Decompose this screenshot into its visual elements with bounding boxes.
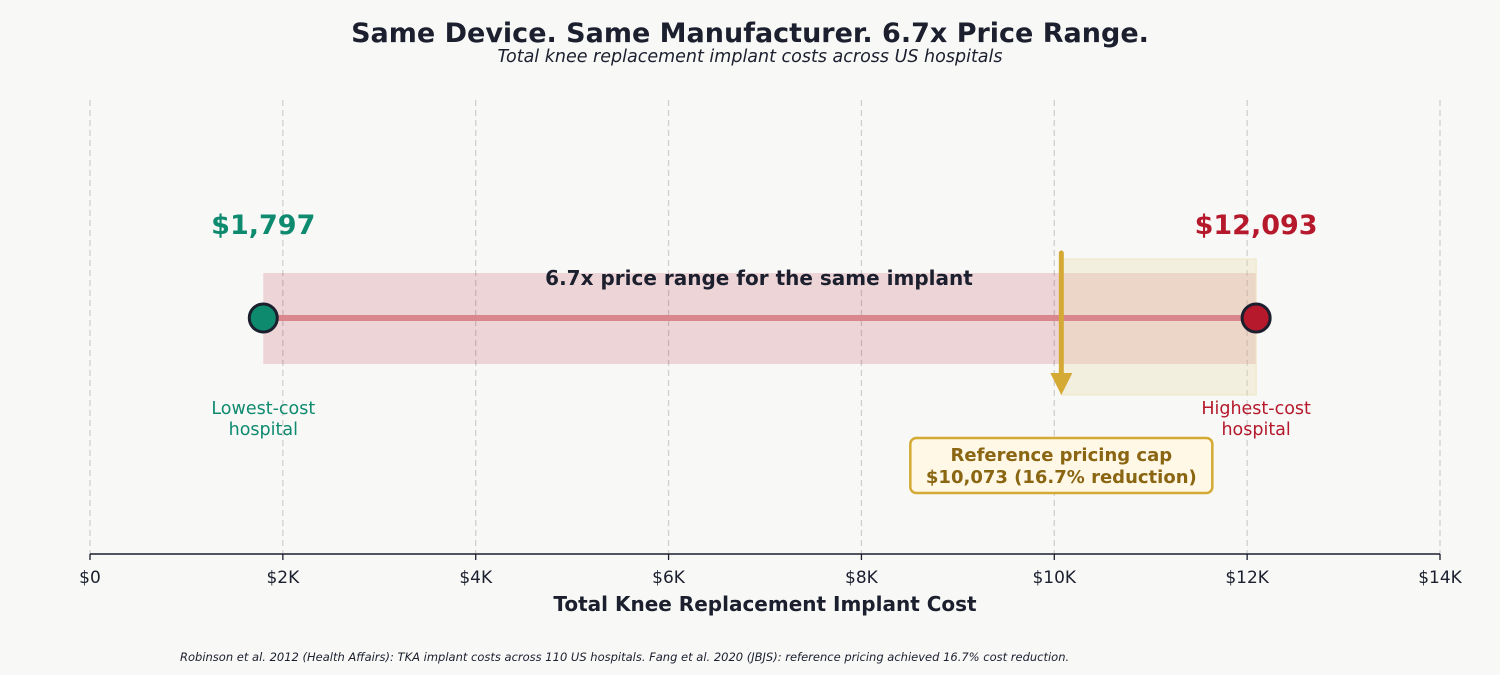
x-axis-label: Total Knee Replacement Implant Cost: [553, 592, 977, 616]
x-tick-label: $8K: [845, 568, 879, 588]
range-label: 6.7x price range for the same implant: [545, 266, 973, 290]
low-label-line2: hospital: [229, 420, 298, 440]
high-label-line1: Highest-cost: [1201, 399, 1311, 419]
x-axis-ticks: $0 $2K $4K $6K $8K $10K $12K $14K: [79, 554, 1463, 588]
cap-annotation-box: [909, 436, 1214, 495]
cap-arrowhead: [1050, 373, 1073, 395]
cap-annotation-line2: $10,073 (16.7% reduction): [926, 467, 1197, 488]
chart-subtitle: Total knee replacement implant costs acr…: [497, 47, 1002, 67]
cap-annotation-line1: Reference pricing cap: [951, 445, 1173, 466]
x-tick-label: $14K: [1418, 568, 1462, 588]
low-point: [247, 302, 279, 334]
low-label-line1: Lowest-cost: [211, 399, 315, 419]
high-point: [1240, 302, 1272, 334]
low-value-label: $1,797: [211, 210, 315, 241]
x-tick-label: $12K: [1225, 568, 1269, 588]
x-tick-label: $4K: [459, 568, 493, 588]
x-tick-label: $2K: [266, 568, 300, 588]
high-label-line2: hospital: [1221, 420, 1290, 440]
x-tick-label: $10K: [1032, 568, 1076, 588]
x-tick-label: $0: [79, 568, 101, 588]
grid-lines: [89, 100, 1441, 554]
x-tick-label: $6K: [652, 568, 686, 588]
footnote: Robinson et al. 2012 (Health Affairs): T…: [180, 650, 1069, 664]
cap-savings-band: [1060, 258, 1257, 396]
high-value-label: $12,093: [1195, 210, 1318, 241]
chart-title: Same Device. Same Manufacturer. 6.7x Pri…: [351, 18, 1149, 49]
